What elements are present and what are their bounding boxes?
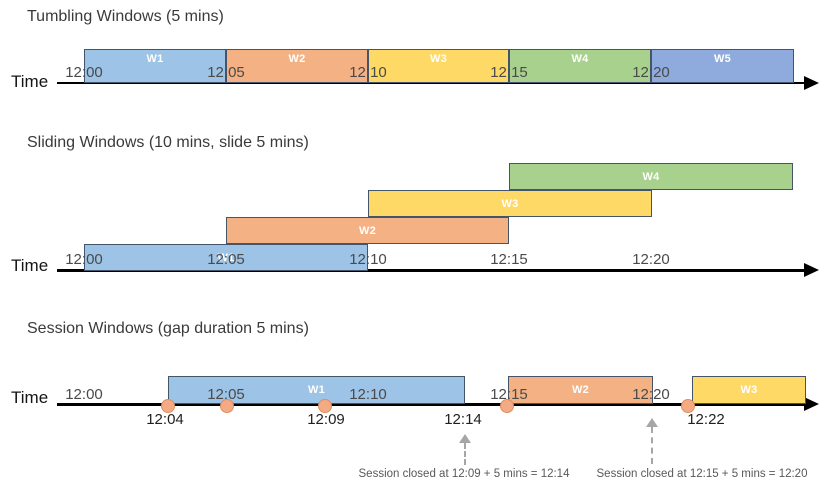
tumbling-tick-1220: 12:20 [632,64,670,81]
event-time-label-1214: 12:14 [444,411,482,428]
session-time-axis-label: Time [11,388,49,407]
sliding-window-w4: W4 [509,163,793,190]
sliding-window-w2: W2 [226,217,509,244]
tumbling-window-w4: W4 [509,49,651,83]
session-close-annotation-1: Session closed at 12:09 + 5 mins = 12:14 [358,468,570,480]
sliding-tick-1220: 12:20 [632,251,670,268]
window-label: W2 [358,224,377,237]
sliding-section-title: Sliding Windows (10 mins, slide 5 mins) [27,134,309,151]
event-dot [161,399,175,413]
session-close-annotation-2: Session closed at 12:15 + 5 mins = 12:20 [596,468,808,480]
dashed-up-arrow-icon [459,434,471,443]
tumbling-window-w3: W3 [368,49,509,83]
sliding-tick-1210: 12:10 [349,251,387,268]
sliding-axis-arrowhead-icon [804,263,819,277]
session-window-w1: W1 [168,376,465,404]
sliding-tick-1200: 12:00 [65,251,103,268]
tumbling-time-axis-label: Time [11,72,49,91]
tumbling-window-w2: W2 [226,49,368,83]
window-label: W1 [307,384,326,396]
sliding-window-w1: W1 [84,244,368,271]
dashed-arrow-shaft [651,427,653,464]
event-dot [220,399,234,413]
window-label: W3 [429,53,448,65]
session-axis-arrowhead-icon [804,397,819,411]
session-tick-1205: 12:05 [207,386,245,403]
event-dot [318,399,332,413]
tumbling-tick-1210: 12:10 [349,64,387,81]
tumbling-axis-arrowhead-icon [804,76,819,90]
session-tick-1220: 12:20 [632,386,670,403]
tumbling-window-w1: W1 [84,49,226,83]
tumbling-tick-1205: 12:05 [207,64,245,81]
window-label: W5 [713,53,732,65]
tumbling-window-w5: W5 [651,49,794,83]
event-time-label-1209: 12:09 [307,411,345,428]
sliding-tick-1205: 12:05 [207,251,245,268]
window-label: W3 [501,197,519,210]
window-label: W1 [217,251,235,264]
sliding-time-axis [57,269,806,272]
tumbling-time-axis [57,82,806,84]
tumbling-tick-1215: 12:15 [490,64,528,81]
window-label: W3 [740,384,758,396]
event-dot [500,399,514,413]
window-label: W1 [146,53,164,65]
event-time-label-1204: 12:04 [146,411,184,428]
window-label: W2 [571,384,590,396]
event-time-label-1222: 12:22 [687,411,725,428]
session-window-w2: W2 [508,376,653,404]
dashed-up-arrow-icon [646,418,658,427]
session-time-axis [57,403,806,406]
tumbling-section-title: Tumbling Windows (5 mins) [27,8,224,25]
session-window-w3: W3 [692,376,806,404]
window-label: W4 [571,53,589,65]
dashed-arrow-shaft [464,443,466,465]
sliding-tick-1215: 12:15 [490,251,528,268]
event-dot [681,399,695,413]
session-tick-1210: 12:10 [349,386,387,403]
session-tick-1200: 12:00 [65,386,103,403]
window-label: W2 [288,53,306,65]
sliding-time-axis-label: Time [11,256,49,275]
window-label: W4 [642,170,660,183]
tumbling-tick-1200: 12:00 [65,64,103,81]
session-section-title: Session Windows (gap duration 5 mins) [27,320,309,337]
session-tick-1215: 12:15 [490,386,528,403]
sliding-window-w3: W3 [368,190,652,217]
